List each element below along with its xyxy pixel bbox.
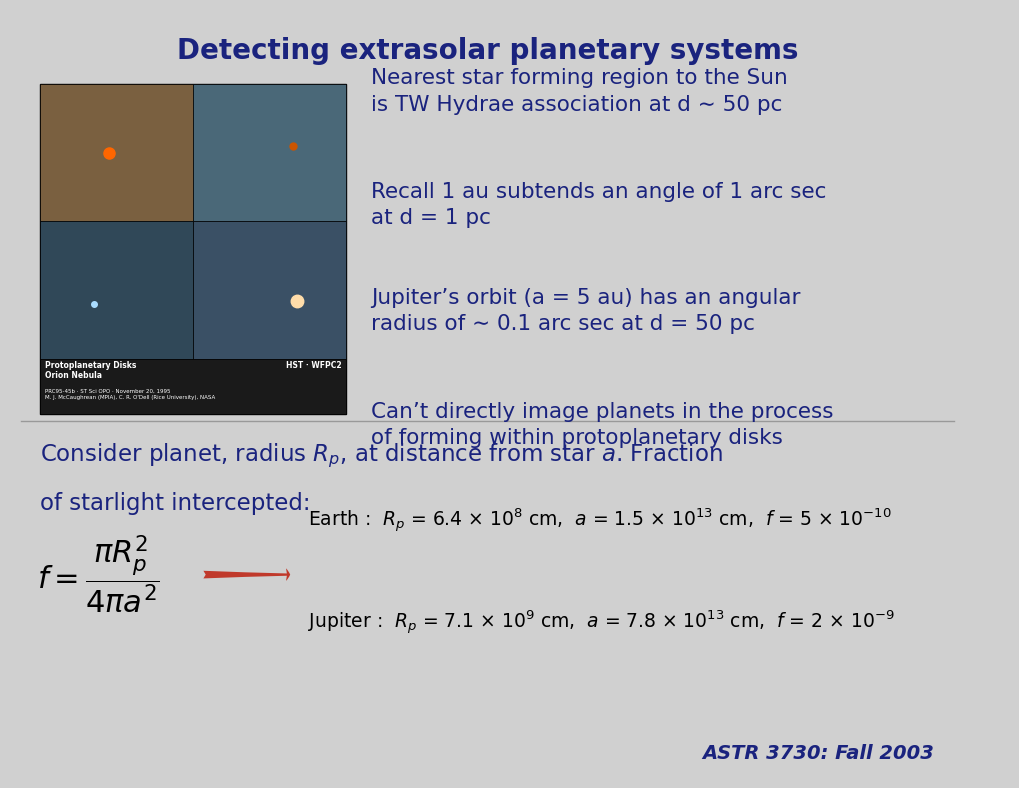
Text: Jupiter :  $R_p$ = 7.1 $\times$ 10$^9$ cm,  $a$ = 7.8 $\times$ 10$^{13}$ cm,  $f: Jupiter : $R_p$ = 7.1 $\times$ 10$^9$ cm… [308, 609, 894, 637]
Bar [194, 221, 346, 359]
Text: Consider planet, radius $R_p$, at distance from star $a$. Fraction: Consider planet, radius $R_p$, at distan… [40, 441, 722, 470]
Text: PRC95-45b · ST Sci OPO · November 20, 1995
M. J. McCaughrean (MPIA), C. R. O'Del: PRC95-45b · ST Sci OPO · November 20, 19… [45, 389, 215, 400]
Text: Recall 1 au subtends an angle of 1 arc sec
at d = 1 pc: Recall 1 au subtends an angle of 1 arc s… [370, 182, 825, 229]
Bar [194, 84, 346, 221]
Text: ASTR 3730: Fall 2003: ASTR 3730: Fall 2003 [702, 744, 933, 763]
Text: Protoplanetary Disks
Orion Nebula: Protoplanetary Disks Orion Nebula [45, 361, 137, 381]
Text: Nearest star forming region to the Sun
is TW Hydrae association at d ∼ 50 pc: Nearest star forming region to the Sun i… [370, 68, 787, 114]
Text: Can’t directly image planets in the process
of forming within protoplanetary dis: Can’t directly image planets in the proc… [370, 402, 833, 448]
Bar [40, 221, 194, 359]
Text: Jupiter’s orbit (a = 5 au) has an angular
radius of ∼ 0.1 arc sec at d = 50 pc: Jupiter’s orbit (a = 5 au) has an angula… [370, 288, 800, 334]
Text: HST · WFPC2: HST · WFPC2 [285, 361, 341, 370]
Text: of starlight intercepted:: of starlight intercepted: [40, 492, 311, 515]
Text: Detecting extrasolar planetary systems: Detecting extrasolar planetary systems [176, 37, 797, 65]
Text: Earth :  $R_p$ = 6.4 $\times$ 10$^8$ cm,  $a$ = 1.5 $\times$ 10$^{13}$ cm,  $f$ : Earth : $R_p$ = 6.4 $\times$ 10$^8$ cm, … [308, 507, 891, 535]
Bar [40, 84, 346, 414]
Text: $f = \dfrac{\pi R_p^2}{4\pi a^2}$: $f = \dfrac{\pi R_p^2}{4\pi a^2}$ [38, 533, 160, 615]
Bar [40, 84, 194, 221]
Bar [40, 359, 346, 414]
